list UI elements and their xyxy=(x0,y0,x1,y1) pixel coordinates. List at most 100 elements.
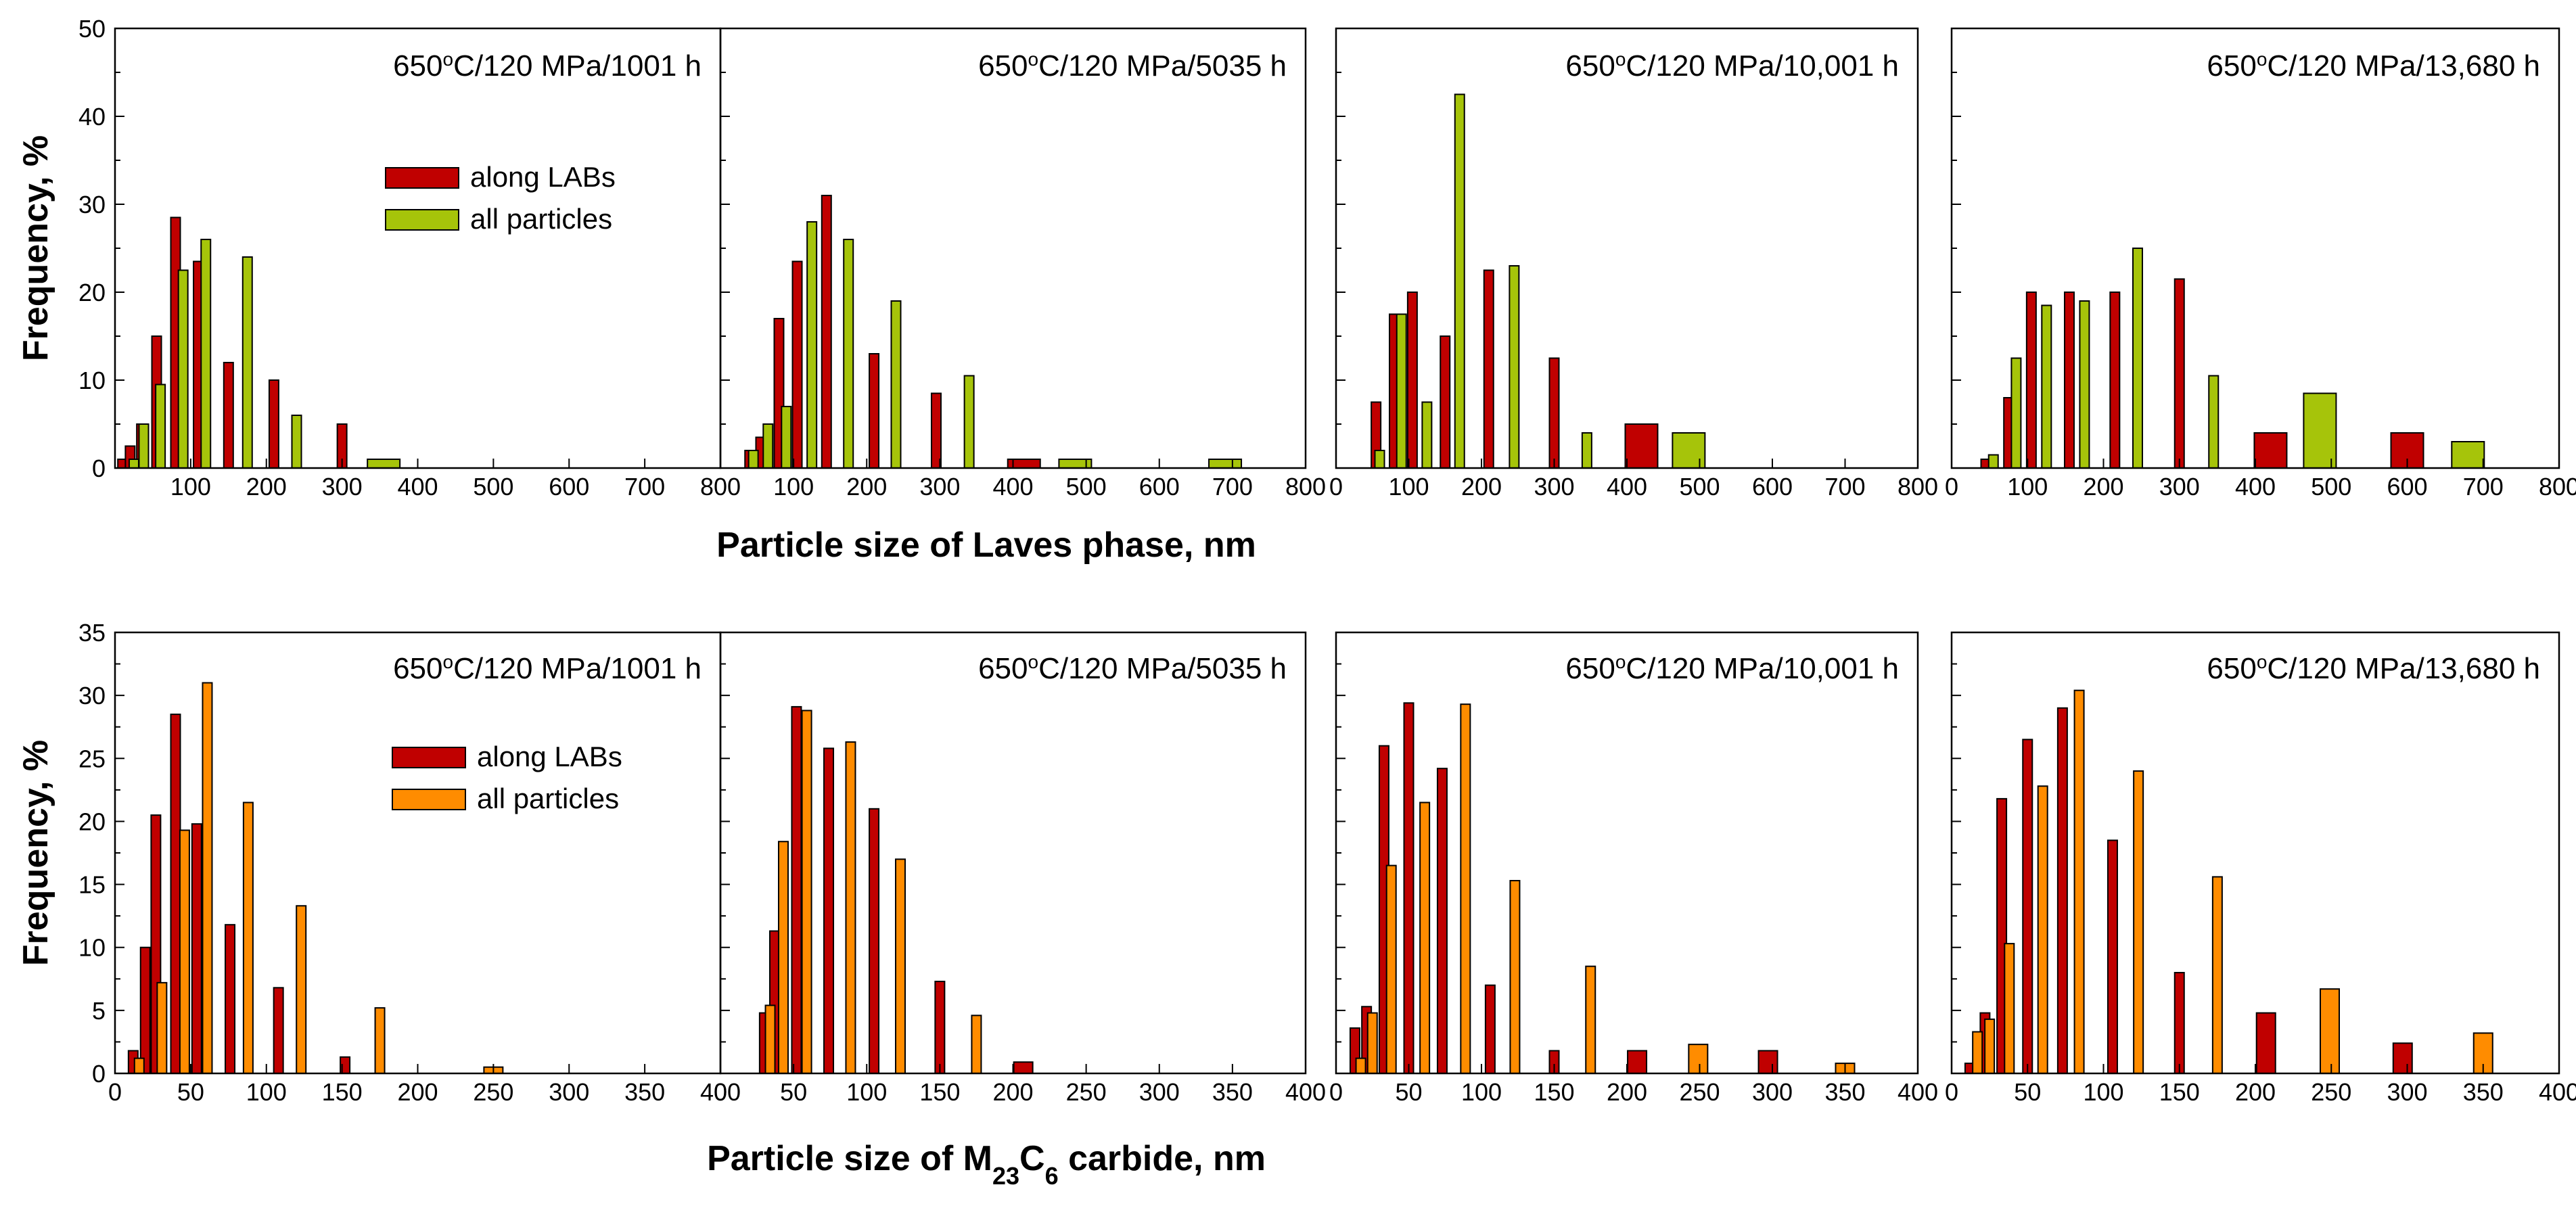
title-superscript: o xyxy=(443,651,454,672)
title-superscript: o xyxy=(2257,651,2268,672)
x-tick-label: 100 xyxy=(846,1078,887,1106)
bar-all-particles xyxy=(1421,401,1433,469)
bar-all-particles xyxy=(1355,1057,1366,1075)
x-tick-label: 600 xyxy=(1139,473,1180,501)
y-tick-label: 20 xyxy=(78,279,106,306)
bar-all-particles xyxy=(1987,454,1999,469)
x-tick-label: 300 xyxy=(1534,473,1574,501)
title-part: 650 xyxy=(1565,652,1615,685)
x-axis-label: Particle size of M23C6 carbide, nm xyxy=(707,1139,1266,1190)
title-part: C/120 MPa/10,001 h xyxy=(1626,652,1899,685)
x-tick-label: 0 xyxy=(1329,1078,1343,1106)
bar-all-particles xyxy=(764,1004,776,1075)
bar-all-particles xyxy=(177,269,189,469)
x-tick-label: 500 xyxy=(1679,473,1720,501)
x-tick-label: 800 xyxy=(700,473,741,501)
panel-title: 650oC/120 MPa/10,001 h xyxy=(1565,49,1899,83)
bar-along-labs xyxy=(2392,1042,2413,1074)
label-subscript: 6 xyxy=(1045,1162,1059,1190)
x-tick-label: 0 xyxy=(1945,473,1958,501)
bar-all-particles xyxy=(1366,1012,1378,1075)
bar-all-particles xyxy=(1374,450,1385,469)
x-tick-label: 200 xyxy=(1607,1078,1647,1106)
x-tick-label: 250 xyxy=(473,1078,513,1106)
y-tick-label: 5 xyxy=(92,997,106,1025)
x-tick-label: 400 xyxy=(1607,473,1647,501)
chart-panel-4: 0 100 200 300 400 500 600 700 800 650oC/120 MPa/1… xyxy=(1945,27,2576,501)
bar-all-particles xyxy=(1385,864,1397,1074)
x-tick-label: 300 xyxy=(322,473,363,501)
legend-swatch xyxy=(385,209,459,231)
bar-all-particles xyxy=(1581,432,1592,469)
y-tick-label: 50 xyxy=(78,15,106,43)
x-tick-label: 300 xyxy=(1752,1078,1793,1106)
label-subscript: 23 xyxy=(992,1162,1019,1190)
bar-along-labs xyxy=(223,362,234,469)
x-tick-label: 400 xyxy=(992,473,1033,501)
bar-all-particles xyxy=(291,415,302,469)
bar-along-labs xyxy=(1406,292,1418,469)
x-tick-label: 400 xyxy=(397,473,438,501)
bar-all-particles xyxy=(748,450,759,469)
bar-all-particles xyxy=(179,829,190,1075)
x-tick-label: 400 xyxy=(2539,1078,2576,1106)
x-tick-label: 600 xyxy=(2387,473,2427,501)
title-part: C/120 MPa/5035 h xyxy=(1038,49,1287,83)
bar-all-particles xyxy=(2073,689,2085,1074)
bar-along-labs xyxy=(930,392,942,469)
bar-along-labs xyxy=(2056,707,2068,1075)
bar-all-particles xyxy=(843,239,854,469)
bar-along-labs xyxy=(1757,1050,1778,1075)
x-tick-label: 0 xyxy=(108,1078,122,1106)
title-part: 650 xyxy=(978,652,1028,685)
legend-swatch xyxy=(392,789,466,810)
x-tick-label: 200 xyxy=(992,1078,1033,1106)
bar-all-particles xyxy=(762,423,774,469)
x-tick-label: 50 xyxy=(2014,1078,2041,1106)
bar-all-particles xyxy=(845,741,856,1075)
x-tick-label: 150 xyxy=(1534,1078,1574,1106)
bar-all-particles xyxy=(367,459,401,469)
bar-along-labs xyxy=(1484,984,1496,1074)
x-tick-label: 800 xyxy=(2539,473,2576,501)
bar-all-particles xyxy=(374,1007,386,1075)
legend-label: along LABs xyxy=(477,741,622,772)
legend-label: all particles xyxy=(470,203,612,235)
x-tick-label: 600 xyxy=(549,473,589,501)
y-tick-label: 30 xyxy=(78,682,106,710)
bar-along-labs xyxy=(1403,702,1414,1074)
bar-all-particles xyxy=(1419,802,1431,1074)
x-tick-label: 100 xyxy=(1388,473,1429,501)
x-tick-label: 300 xyxy=(2387,1078,2427,1106)
bar-along-labs xyxy=(1013,1061,1034,1074)
bar-along-labs xyxy=(2022,739,2033,1075)
bar-along-labs xyxy=(1627,1050,1648,1075)
x-tick-label: 500 xyxy=(2311,473,2351,501)
legend-label: all particles xyxy=(477,783,619,814)
x-tick-label: 300 xyxy=(919,473,960,501)
bar-all-particles xyxy=(2451,441,2485,469)
bar-along-labs xyxy=(934,981,946,1075)
panel-title: 650oC/120 MPa/13,680 h xyxy=(2207,49,2540,83)
title-part: 650 xyxy=(1565,49,1615,83)
bar-all-particles xyxy=(2004,943,2015,1075)
x-tick-label: 500 xyxy=(473,473,513,501)
legend-label: along LABs xyxy=(470,161,616,193)
y-tick-label: 0 xyxy=(92,1060,106,1088)
x-tick-label: 600 xyxy=(1752,473,1793,501)
bar-along-labs xyxy=(170,714,181,1074)
bar-all-particles xyxy=(1509,879,1521,1075)
bar-along-labs xyxy=(791,705,802,1074)
bar-all-particles xyxy=(2041,304,2052,469)
panel-title: 650oC/120 MPa/5035 h xyxy=(978,651,1287,686)
bar-along-labs xyxy=(2025,292,2037,469)
y-axis-label: Frequency, % xyxy=(16,135,55,361)
x-tick-label: 100 xyxy=(1461,1078,1502,1106)
bar-along-labs xyxy=(225,924,236,1074)
bar-all-particles xyxy=(890,300,902,469)
x-tick-label: 250 xyxy=(1066,1078,1107,1106)
title-part: 650 xyxy=(393,49,442,83)
label-part: Particle size of M xyxy=(707,1139,992,1178)
bar-along-labs xyxy=(1548,357,1560,469)
x-tick-label: 150 xyxy=(2159,1078,2200,1106)
